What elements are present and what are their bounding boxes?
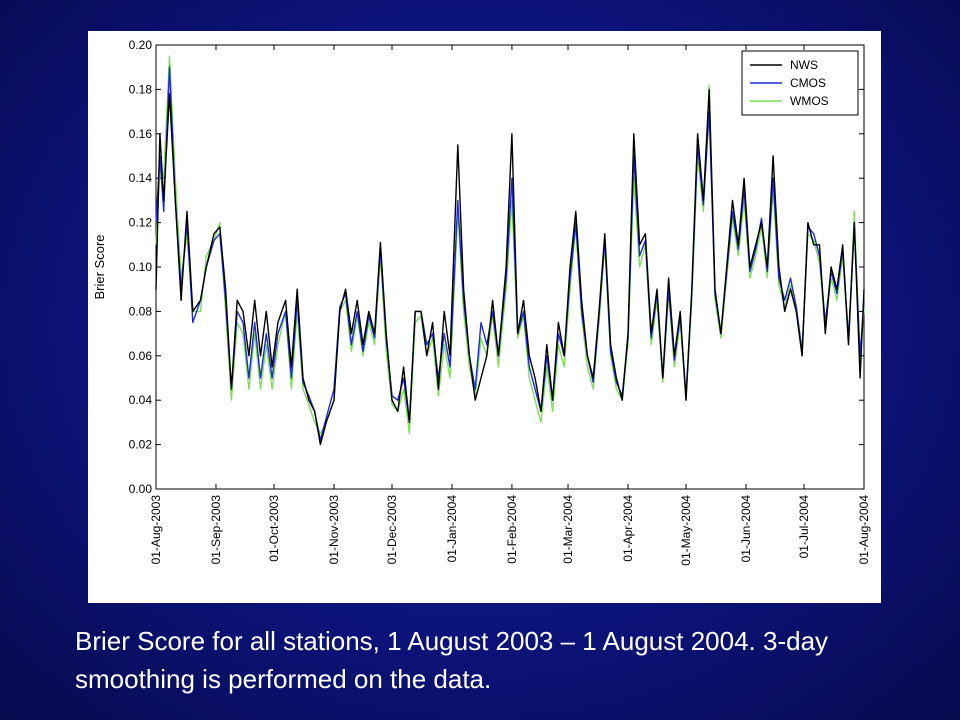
- y-tick-label: 0.12: [129, 216, 153, 230]
- x-tick-label: 01-Apr-2004: [621, 495, 635, 562]
- x-tick-label: 01-Sep-2003: [209, 495, 223, 565]
- y-tick-label: 0.06: [129, 349, 153, 363]
- chart-figure: 0.00 0.02 0.04 0.06 0.08 0.10 0.12 0.14 0.16 0.18…: [88, 31, 881, 603]
- x-tick-label: 01-Jan-2004: [445, 495, 459, 563]
- y-tick-label: 0.14: [129, 171, 153, 185]
- y-tick-label: 0.20: [129, 38, 153, 52]
- chart-svg: 0.00 0.02 0.04 0.06 0.08 0.10 0.12 0.14 0.16 0.18…: [92, 38, 871, 566]
- x-tick-label: 01-Oct-2003: [267, 495, 281, 562]
- x-tick-label: 01-Jun-2004: [739, 495, 753, 563]
- legend-label-cmos: CMOS: [790, 76, 826, 90]
- x-tick-label: 01-Jul-2004: [797, 495, 811, 559]
- y-tick-label: 0.16: [129, 127, 153, 141]
- slide-caption: Brier Score for all stations, 1 August 2…: [75, 626, 829, 694]
- x-tick-label: 01-Aug-2003: [149, 495, 163, 565]
- y-tick-label: 0.10: [129, 260, 153, 274]
- y-tick-label: 0.18: [129, 82, 153, 96]
- series-line-nws: [155, 88, 865, 446]
- x-tick-label: 01-Mar-2004: [561, 495, 575, 564]
- y-tick-label: 0.08: [129, 304, 153, 318]
- x-tick-label: 01-Dec-2003: [385, 495, 399, 565]
- y-tick-label: 0.02: [129, 438, 153, 452]
- plot-area: [155, 44, 865, 490]
- x-tick-label: 01-May-2004: [679, 495, 693, 566]
- y-axis-label: Brier Score: [92, 234, 107, 299]
- legend-label-nws: NWS: [790, 58, 818, 72]
- x-tick-label: 01-Aug-2004: [857, 495, 871, 565]
- legend-label-wmos: WMOS: [790, 94, 829, 108]
- y-tick-label: 0.04: [129, 393, 153, 407]
- x-tick-label: 01-Nov-2003: [327, 495, 341, 565]
- y-tick-label: 0.00: [129, 482, 153, 496]
- x-tick-label: 01-Feb-2004: [505, 495, 519, 564]
